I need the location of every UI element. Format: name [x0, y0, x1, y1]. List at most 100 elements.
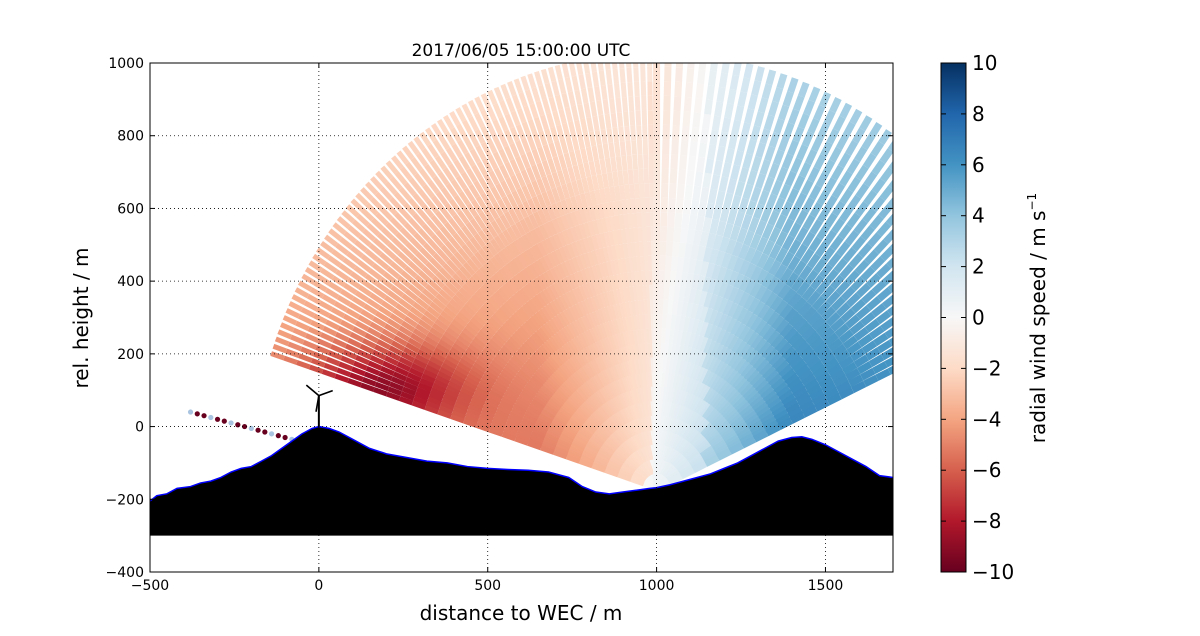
scan-beam-segment [393, 335, 408, 347]
scan-beam-segment [547, 66, 557, 83]
scan-beam-segment [632, 271, 640, 287]
scan-beam-segment [812, 258, 827, 274]
scan-beam-segment [448, 163, 460, 179]
scan-beam-segment [567, 290, 578, 306]
scan-beam-segment [505, 299, 518, 314]
colorbar-tick-label: 10 [972, 51, 997, 75]
scan-beam-segment [582, 267, 593, 284]
scan-beam-segment [360, 187, 374, 201]
scan-beam-segment [486, 106, 497, 122]
scan-beam-segment [556, 216, 566, 232]
scan-beam-segment [676, 256, 686, 273]
scan-beam-segment [806, 253, 821, 269]
scan-beam-segment [519, 218, 531, 234]
scan-beam-segment [469, 400, 484, 411]
scan-beam-segment [555, 313, 568, 329]
scan-beam-segment [439, 225, 453, 240]
scan-beam-segment [448, 198, 462, 214]
scan-beam-segment [338, 263, 353, 276]
scan-beam-segment [774, 337, 790, 354]
scan-beam-segment [297, 314, 313, 325]
scan-beam-segment [435, 293, 450, 307]
scan-beam-segment [456, 362, 472, 374]
scan-beam-segment [457, 139, 469, 155]
scan-beam-segment [851, 236, 866, 252]
scan-beam-segment [357, 314, 372, 326]
scan-beam-segment [804, 149, 818, 165]
scan-beam-segment [845, 368, 861, 381]
scan-beam-segment [673, 96, 682, 112]
scan-beam-segment [630, 477, 645, 487]
scan-beam-segment [424, 364, 440, 376]
scan-beam-segment [487, 204, 500, 220]
scan-beam-segment [586, 236, 595, 252]
scan-beam-segment [533, 116, 544, 133]
scan-beam-segment [554, 94, 564, 111]
scan-beam-segment [836, 380, 852, 394]
scan-beam-segment [685, 302, 696, 319]
scan-beam-segment [543, 380, 557, 395]
scan-beam-segment [908, 154, 917, 165]
scan-beam-segment [565, 136, 574, 153]
scan-beam-segment [746, 169, 758, 186]
scan-beam-segment [565, 454, 581, 464]
scan-beam-segment [494, 217, 507, 232]
scan-beam-segment [427, 143, 440, 159]
scan-beam-segment [522, 321, 536, 336]
scan-beam-segment [519, 344, 533, 358]
scan-beam-segment [419, 247, 433, 261]
scan-beam-segment [373, 387, 388, 397]
scan-beam-segment [887, 196, 893, 209]
scan-beam-segment [632, 300, 640, 316]
scan-beam-segment [462, 136, 475, 151]
scan-beam-segment [582, 252, 592, 269]
scan-beam-segment [538, 345, 551, 360]
scan-beam-segment [707, 144, 717, 160]
scan-beam-segment [391, 155, 404, 170]
scan-beam-segment [522, 385, 537, 399]
scan-beam-segment [471, 272, 485, 287]
scan-beam-segment [927, 289, 938, 297]
scan-beam-segment [364, 273, 379, 286]
scan-beam-segment [871, 303, 887, 318]
scan-beam-segment [600, 217, 608, 233]
scan-beam-segment [437, 409, 452, 419]
scan-beam-segment [558, 311, 570, 327]
scan-beam-segment [580, 88, 589, 104]
scan-beam-segment [726, 88, 737, 105]
scan-beam-segment [512, 352, 527, 366]
scan-beam-segment [760, 206, 773, 223]
scan-beam-segment [765, 348, 780, 364]
scan-beam-segment [546, 189, 556, 205]
scan-beam-segment [879, 185, 893, 201]
scan-beam-segment [544, 128, 554, 144]
scan-beam-segment [491, 383, 507, 396]
scan-beam-segment [637, 154, 644, 170]
scan-beam-segment [342, 257, 357, 270]
scan-beam-segment [533, 311, 547, 327]
scan-beam-segment [629, 242, 637, 258]
scan-beam-segment [386, 266, 401, 279]
scan-beam-segment [476, 419, 492, 430]
scan-beam-segment [823, 357, 840, 372]
scan-beam-segment [869, 214, 884, 230]
scan-beam-segment [737, 136, 748, 153]
scan-beam-segment [414, 391, 430, 402]
scan-beam-segment [550, 250, 561, 266]
scan-beam-segment [371, 349, 387, 361]
scan-beam-segment [639, 314, 646, 330]
scan-beam-segment [425, 127, 437, 143]
scan-beam-segment [734, 105, 745, 122]
scan-beam-segment [557, 247, 568, 263]
scan-beam-segment [525, 359, 539, 373]
scan-beam-segment [535, 100, 545, 117]
scan-beam-segment [534, 71, 543, 87]
scan-beam-segment [675, 63, 684, 68]
scan-beam-segment [699, 336, 711, 353]
scan-beam-segment [365, 202, 379, 216]
scan-beam-segment [398, 396, 414, 406]
scan-beam-segment [770, 377, 787, 392]
scan-beam-segment [398, 186, 412, 201]
scan-beam-segment [503, 391, 518, 403]
scan-beam-segment [768, 226, 782, 243]
